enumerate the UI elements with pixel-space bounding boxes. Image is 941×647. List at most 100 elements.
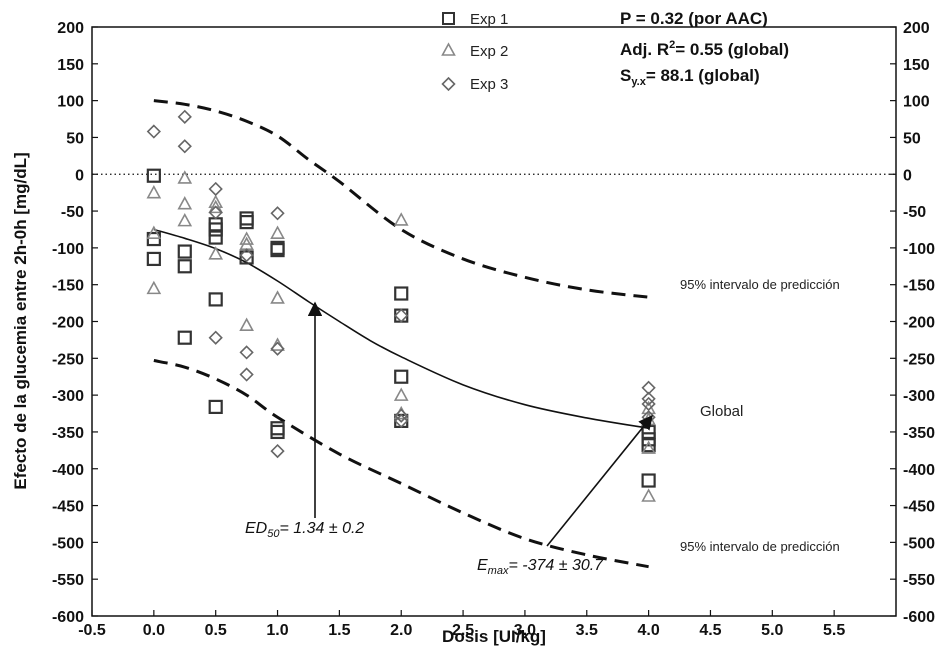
ed50-text: ED50= 1.34 ± 0.2 [245, 520, 364, 540]
data-point-exp3 [394, 308, 409, 323]
global-label: Global [700, 403, 743, 420]
data-point-exp1 [208, 222, 223, 237]
data-point-exp1 [177, 259, 192, 274]
data-point-exp2 [641, 488, 656, 502]
lower-band-label: 95% intervalo de predicción [680, 539, 840, 554]
data-point-exp3 [270, 341, 285, 356]
data-point-exp1 [394, 308, 409, 323]
legend-marker-exp2 [441, 42, 456, 56]
data-point-exp1 [270, 421, 285, 436]
data-point-exp3 [394, 413, 409, 429]
global-fit-line [153, 228, 649, 430]
data-point-exp3 [239, 248, 254, 263]
y-tick-label-left: -150 [52, 278, 84, 295]
syx-text: Sy.x= 88.1 (global) [620, 66, 760, 88]
emax-arrow [546, 414, 653, 547]
data-point-exp2 [270, 290, 285, 304]
y-tick-label-left: 100 [57, 94, 84, 111]
y-tick-label-right: -450 [903, 499, 935, 516]
data-point-exp3 [641, 396, 656, 412]
data-point-exp2 [239, 317, 254, 331]
y-tick-label-right: -200 [903, 315, 935, 332]
legend-marker-exp1 [442, 12, 455, 25]
data-point-exp1 [239, 250, 254, 265]
data-point-exp2 [239, 231, 254, 245]
data-point-exp1 [641, 473, 656, 488]
data-point-exp1 [146, 231, 161, 247]
x-tick-label: 0.0 [143, 622, 165, 639]
lower-prediction-band [153, 359, 649, 569]
adj-r2-text: Adj. R2= 0.55 (global) [620, 39, 789, 59]
x-tick-label: 2.0 [390, 622, 412, 639]
legend-label-exp2: Exp 2 [470, 43, 508, 60]
legend-label-exp3: Exp 3 [470, 76, 508, 93]
data-point-exp2 [146, 280, 162, 295]
data-point-exp2 [270, 225, 285, 239]
y-tick-label-right: -300 [903, 388, 935, 405]
data-point-exp1 [208, 230, 223, 245]
data-point-exp2 [270, 337, 285, 351]
y-tick-label-left: 200 [57, 20, 84, 37]
x-axis-title: Dosis [UI/kg] [442, 627, 546, 646]
legend: Exp 1 Exp 2 Exp 3 [441, 11, 508, 93]
data-point-exp3 [208, 205, 223, 220]
data-point-exp1 [394, 286, 409, 301]
emax-text: Emax= -374 ± 30.7 [477, 557, 604, 577]
data-point-exp3 [177, 139, 192, 154]
data-point-exp2 [177, 196, 193, 210]
ed50-value: = 1.34 ± 0.2 [279, 520, 364, 537]
data-point-exp2 [146, 225, 162, 239]
syx-suffix: = 88.1 (global) [646, 66, 760, 85]
y-tick-label-left: 150 [57, 57, 84, 74]
data-point-exp3 [394, 408, 409, 423]
y-tick-label-right: -350 [903, 425, 935, 442]
upper-band-label: 95% intervalo de predicción [680, 277, 840, 292]
y-tick-label-left: -250 [52, 351, 84, 368]
upper-prediction-band [153, 99, 649, 299]
data-point-exp1 [177, 330, 192, 345]
data-point-exp2 [208, 246, 224, 260]
y-tick-label-right: -250 [903, 351, 935, 368]
data-point-exp3 [641, 391, 656, 406]
y-axis-right-ticks: 200 150 100 50 0 -50 -100 -150 -200 -250 -300 -350 -… [890, 20, 935, 626]
y-tick-label-right: -150 [903, 278, 935, 295]
data-point-exp3 [146, 124, 161, 139]
data-point-exp2 [146, 184, 162, 199]
y-tick-label-left: -350 [52, 425, 84, 442]
legend-marker-exp3 [441, 76, 456, 92]
x-axis-ticks: -0.5 0.0 0.5 1.0 1.5 2.0 2.5 3.0 3.5 4.0 4.5 5.0 5.5 [78, 610, 845, 639]
x-tick-label: 1.0 [266, 622, 288, 639]
adj-r2-superscript: 2 [669, 39, 675, 51]
p-value-text: P = 0.32 (por AAC) [620, 9, 768, 28]
y-tick-label-right: 200 [903, 20, 930, 37]
data-point-exp3 [239, 367, 254, 382]
y-tick-label-right: 0 [903, 167, 912, 184]
y-tick-label-left: -400 [52, 462, 84, 479]
x-tick-label: 2.5 [452, 622, 474, 639]
data-point-exp1 [270, 242, 285, 258]
y-tick-label-left: -550 [52, 572, 84, 589]
data-point-exp1 [208, 292, 223, 307]
data-point-exp1 [208, 399, 223, 415]
data-point-exp2 [177, 212, 193, 227]
y-axis-left-ticks: 200 150 100 50 0 -50 -100 -150 -200 -250 -300 -350 -… [52, 20, 98, 626]
data-point-exp2 [177, 170, 193, 184]
data-point-exp3 [270, 206, 285, 221]
x-tick-label: 0.5 [205, 622, 227, 639]
data-point-exp1 [394, 369, 409, 384]
y-tick-label-left: 50 [66, 130, 84, 147]
legend-label-exp1: Exp 1 [470, 11, 508, 28]
data-point-exp1 [641, 438, 656, 453]
x-tick-label: 4.0 [637, 622, 659, 639]
data-point-exp1 [146, 251, 161, 267]
x-tick-label: 3.5 [576, 622, 598, 639]
data-point-exp3 [208, 330, 223, 345]
ed50-subscript: 50 [267, 528, 280, 540]
data-point-exp1 [270, 424, 285, 440]
x-tick-label: 3.0 [514, 622, 536, 639]
data-point-exp3 [208, 181, 223, 197]
y-tick-label-left: -500 [52, 535, 84, 552]
y-tick-label-right: -550 [903, 572, 935, 589]
y-tick-label-left: 0 [75, 167, 84, 184]
